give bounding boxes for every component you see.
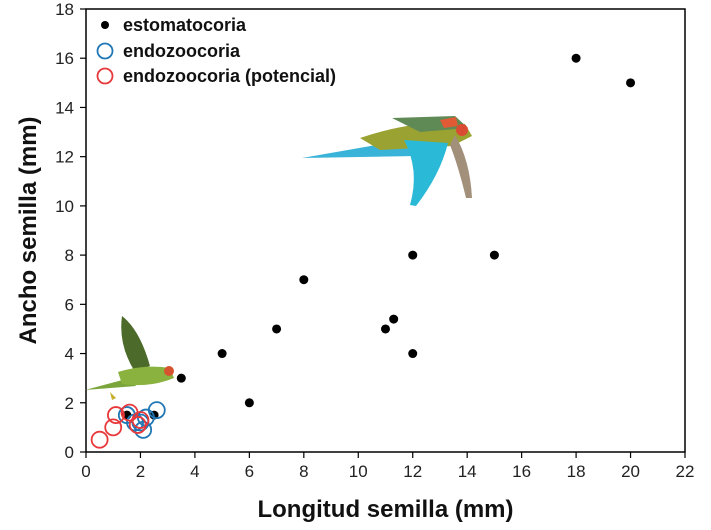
y-tick-label: 2 [65, 394, 74, 413]
data-point [128, 416, 147, 434]
x-tick-label: 12 [403, 462, 422, 481]
legend-label: endozoocoria (potencial) [123, 66, 336, 86]
legend-label: endozoocoria [123, 41, 241, 61]
data-point [134, 420, 153, 439]
legend-marker [96, 42, 114, 60]
data-point [90, 430, 109, 449]
data-point [408, 349, 418, 359]
y-tick-label: 4 [65, 345, 74, 364]
data-point [408, 250, 418, 260]
macaw-illustration [302, 116, 472, 206]
data-point [272, 324, 282, 334]
y-tick-label: 0 [65, 443, 74, 462]
y-tick-label: 12 [55, 148, 74, 167]
legend-label: estomatocoria [123, 15, 247, 35]
y-axis-title: Ancho semilla (mm) [15, 116, 42, 344]
x-tick-label: 10 [349, 462, 368, 481]
parakeet-illustration [85, 316, 174, 400]
x-tick-label: 14 [458, 462, 477, 481]
y-tick-label: 18 [55, 0, 74, 19]
legend-marker [101, 21, 109, 29]
x-tick-label: 22 [676, 462, 695, 481]
legend-marker [96, 67, 114, 85]
data-point [244, 398, 254, 408]
x-tick-label: 20 [621, 462, 640, 481]
x-tick-label: 4 [190, 462, 199, 481]
data-point [176, 373, 186, 383]
y-tick-label: 14 [55, 98, 74, 117]
data-point [104, 418, 123, 437]
y-tick-label: 8 [65, 246, 74, 265]
data-point [299, 275, 309, 285]
data-point [626, 78, 636, 88]
plot-area-frame [85, 8, 686, 453]
x-tick-label: 16 [512, 462, 531, 481]
data-points [90, 53, 636, 449]
x-tick-label: 2 [136, 462, 145, 481]
x-tick-label: 0 [81, 462, 90, 481]
data-point [107, 406, 125, 424]
data-point [489, 250, 499, 260]
axis-ticks: 0 2 4 6 8 10 12 14 16 18 20 22 0 2 4 6 8 10 12 14 16 18 [55, 0, 694, 481]
x-tick-label: 18 [567, 462, 586, 481]
legend: estomatocoria endozoocoria endozoocoria (p… [96, 15, 336, 86]
data-point [571, 53, 581, 63]
y-tick-label: 6 [65, 295, 74, 314]
x-tick-label: 6 [245, 462, 254, 481]
parrot-illustrations [85, 116, 472, 400]
x-axis-title: Longitud semilla (mm) [257, 496, 513, 523]
x-tick-label: 8 [299, 462, 308, 481]
data-point [389, 314, 399, 324]
data-point [381, 324, 390, 334]
data-point [217, 349, 227, 359]
plot-frame [85, 8, 686, 453]
y-tick-label: 10 [55, 197, 74, 216]
y-tick-label: 16 [55, 49, 74, 68]
